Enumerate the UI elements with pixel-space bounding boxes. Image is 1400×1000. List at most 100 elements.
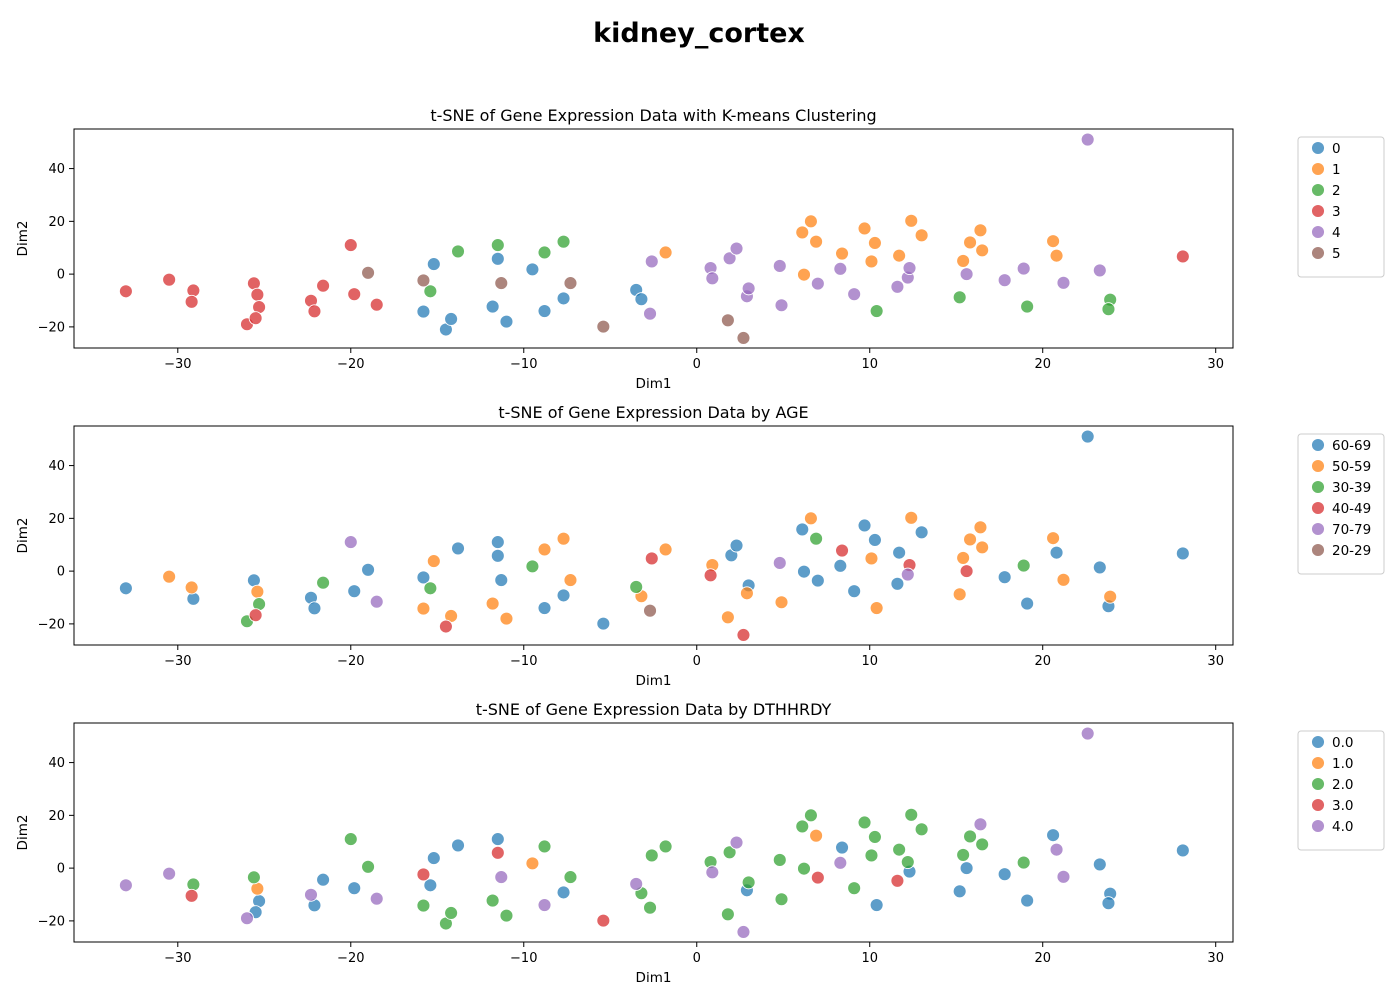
legend-label: 4.0 xyxy=(1332,819,1353,835)
data-point xyxy=(797,861,811,876)
data-point xyxy=(810,870,825,885)
data-point xyxy=(499,314,514,329)
x-axis-label: Dim1 xyxy=(636,970,672,986)
data-point xyxy=(809,828,824,843)
x-tick-label: 10 xyxy=(861,951,878,966)
y-tick-label: 40 xyxy=(48,162,65,177)
data-point xyxy=(658,542,673,557)
data-point xyxy=(644,848,659,863)
data-point xyxy=(956,550,971,565)
data-point xyxy=(563,276,578,291)
data-point xyxy=(809,234,824,249)
data-point xyxy=(797,267,811,282)
data-point xyxy=(963,829,978,844)
legend-label: 20-29 xyxy=(1332,543,1371,559)
data-point xyxy=(416,601,431,616)
data-point xyxy=(184,294,199,309)
y-tick-label: 20 xyxy=(48,512,65,527)
data-point xyxy=(1016,855,1031,870)
data-point xyxy=(563,870,578,885)
data-point xyxy=(596,616,611,631)
data-point xyxy=(857,518,872,533)
x-tick-label: −30 xyxy=(164,654,191,669)
data-point xyxy=(847,584,862,599)
data-point xyxy=(438,619,453,634)
data-point xyxy=(963,532,978,547)
plot-frame xyxy=(73,722,1234,943)
data-point xyxy=(833,261,848,276)
data-point xyxy=(186,877,201,892)
chart-panel: t-SNE of Gene Expression Data with K-mea… xyxy=(15,106,1385,392)
data-point xyxy=(1080,132,1095,147)
data-point xyxy=(416,570,431,585)
figure-title: kidney_cortex xyxy=(593,18,805,49)
data-point xyxy=(867,533,882,547)
data-point xyxy=(803,214,818,229)
data-point xyxy=(869,601,884,616)
legend-label: 5 xyxy=(1332,246,1341,262)
data-point xyxy=(658,245,673,260)
data-point xyxy=(904,510,919,525)
data-point xyxy=(772,258,787,273)
y-tick-label: 40 xyxy=(48,756,65,771)
data-point xyxy=(833,855,848,870)
data-point xyxy=(343,535,358,550)
data-point xyxy=(1101,302,1116,317)
x-tick-label: −20 xyxy=(337,357,364,372)
data-point xyxy=(596,319,611,334)
data-point xyxy=(1046,531,1061,546)
data-point xyxy=(248,311,263,326)
data-point xyxy=(722,251,737,266)
legend-label: 60-69 xyxy=(1332,438,1371,454)
x-tick-label: −30 xyxy=(164,951,191,966)
data-point xyxy=(426,554,441,569)
data-point xyxy=(1056,275,1071,290)
data-point xyxy=(892,248,907,263)
data-point xyxy=(369,594,384,609)
data-point xyxy=(537,304,552,319)
legend-label: 40-49 xyxy=(1332,501,1371,517)
data-point xyxy=(304,887,318,902)
legend-marker xyxy=(1311,819,1325,833)
y-tick-label: −20 xyxy=(38,320,65,335)
legend-label: 0.0 xyxy=(1332,735,1353,751)
data-point xyxy=(494,573,509,588)
x-tick-label: 0 xyxy=(693,654,701,669)
y-axis-label: Dim2 xyxy=(15,815,31,851)
data-point xyxy=(1056,869,1071,884)
data-point xyxy=(643,306,657,321)
data-point xyxy=(1175,546,1190,561)
data-point xyxy=(485,893,500,908)
data-point xyxy=(490,251,505,266)
data-point xyxy=(1046,234,1061,249)
data-point xyxy=(857,815,872,830)
data-point xyxy=(499,908,514,923)
data-point xyxy=(451,541,465,556)
data-point xyxy=(643,603,657,618)
data-point xyxy=(705,865,720,880)
data-point xyxy=(451,838,465,853)
x-tick-label: 0 xyxy=(693,357,701,372)
panels: t-SNE of Gene Expression Data with K-mea… xyxy=(15,106,1385,986)
data-point xyxy=(914,822,929,837)
data-point xyxy=(347,881,362,896)
data-point xyxy=(774,892,789,907)
data-point xyxy=(423,581,438,596)
legend-marker xyxy=(1311,777,1325,791)
data-point xyxy=(835,543,850,558)
data-point xyxy=(973,223,988,238)
y-tick-label: 0 xyxy=(57,862,65,877)
legend-label: 2.0 xyxy=(1332,777,1353,793)
data-point xyxy=(444,906,459,920)
data-point xyxy=(997,273,1012,288)
data-point xyxy=(729,538,744,553)
data-point xyxy=(162,272,177,287)
data-point xyxy=(835,246,850,261)
data-point xyxy=(803,511,818,526)
x-tick-label: 30 xyxy=(1207,654,1224,669)
data-point xyxy=(537,601,552,616)
legend-label: 70-79 xyxy=(1332,522,1371,538)
data-point xyxy=(416,898,431,913)
data-point xyxy=(644,254,659,269)
